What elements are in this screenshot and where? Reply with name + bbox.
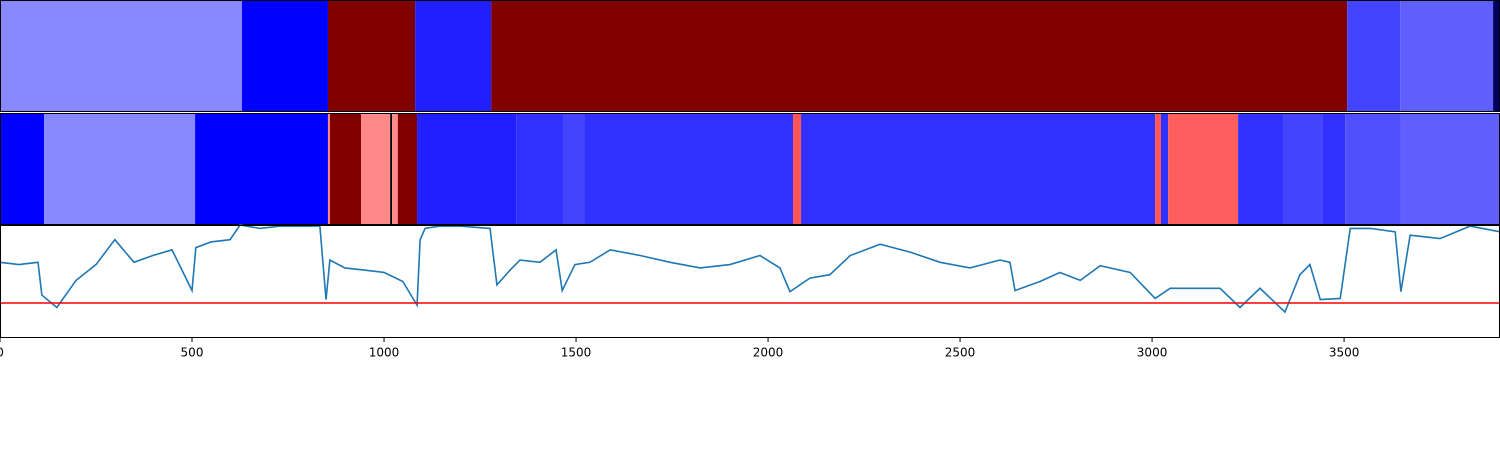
segment xyxy=(241,0,328,112)
segment xyxy=(1238,113,1284,225)
segment xyxy=(195,113,328,225)
x-tick-label: 1500 xyxy=(561,346,592,360)
segment xyxy=(327,113,330,225)
segment xyxy=(0,0,242,112)
segment xyxy=(562,113,585,225)
segment xyxy=(1400,113,1500,225)
segment xyxy=(1400,0,1494,112)
segment xyxy=(1493,0,1500,112)
segment xyxy=(1322,113,1346,225)
segment xyxy=(1168,113,1239,225)
segment xyxy=(397,113,418,225)
panel-frame xyxy=(0,225,1500,338)
segment xyxy=(584,113,794,225)
x-tick-label: 1000 xyxy=(369,346,400,360)
x-tick-label: 500 xyxy=(181,346,204,360)
segment xyxy=(793,113,802,225)
segment xyxy=(0,113,45,225)
segment xyxy=(44,113,196,225)
segment xyxy=(1283,113,1323,225)
segment xyxy=(392,113,398,225)
segment xyxy=(1160,113,1169,225)
x-tick-label: 3000 xyxy=(1137,346,1168,360)
segment xyxy=(417,113,517,225)
x-tick-label: 2000 xyxy=(753,346,784,360)
segment xyxy=(1155,113,1161,225)
segment xyxy=(1347,0,1401,112)
x-tick-label: 2500 xyxy=(945,346,976,360)
segment xyxy=(491,0,1348,112)
segment xyxy=(327,0,416,112)
x-tick-label: 3500 xyxy=(1329,346,1360,360)
x-tick-label: 0 xyxy=(0,346,4,360)
segment xyxy=(329,113,361,225)
segment xyxy=(360,113,391,225)
segment xyxy=(390,113,393,225)
segment xyxy=(516,113,563,225)
segment xyxy=(801,113,1156,225)
segment xyxy=(1345,113,1401,225)
line xyxy=(0,224,1500,314)
segment xyxy=(415,0,492,112)
